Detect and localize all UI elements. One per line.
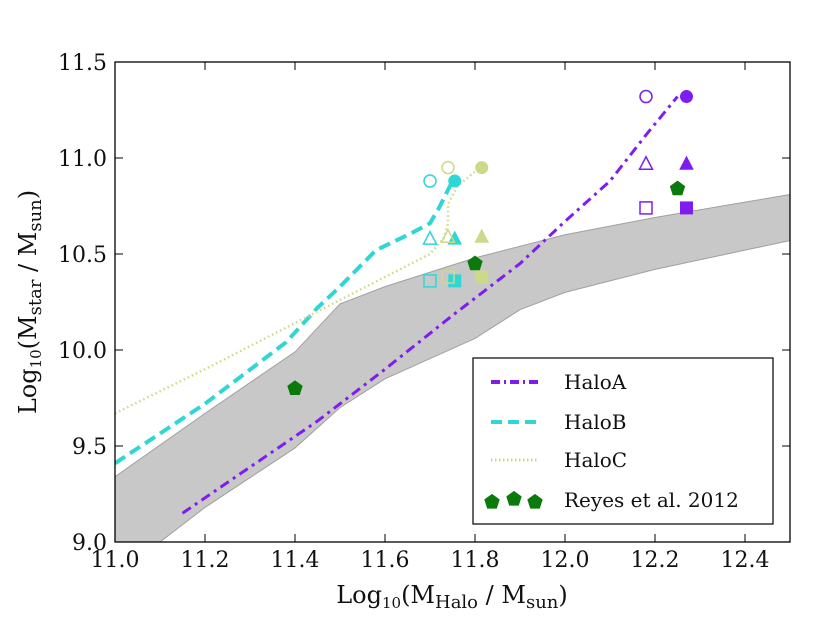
marker-haloa-triangle-open-2	[638, 155, 654, 171]
legend-label-reyes: Reyes et al. 2012	[564, 488, 739, 512]
x-tick-label: 11.8	[451, 548, 500, 573]
x-tick-label: 12.4	[721, 548, 770, 573]
x-tick-label: 11.4	[271, 548, 320, 573]
series-layer	[115, 95, 679, 515]
relation-band	[115, 193, 790, 542]
legend-label-halo-a: HaloA	[564, 370, 627, 394]
series-line-haloa	[181, 95, 679, 515]
marker-haloc-square-open-4	[441, 270, 455, 284]
x-tick-label: 12.2	[631, 548, 680, 573]
x-tick-label: 11.2	[181, 548, 230, 573]
marker-halob-circle-filled-1	[448, 174, 462, 188]
x-axis-label-end: )	[558, 581, 567, 609]
y-axis-label: Log10(Mstar / Msun)	[14, 190, 46, 414]
legend-box	[472, 357, 774, 525]
marker-reyes-et-al-2012-pentagon-filled-1	[467, 255, 483, 271]
plot-frame	[114, 61, 791, 543]
y-tick-label: 9.0	[72, 531, 107, 556]
legend-label-halo-c: HaloC	[564, 448, 627, 472]
y-axis-label-sub3: sun	[25, 199, 46, 232]
x-tick-label: 12.0	[541, 548, 590, 573]
x-tick-label: 11.6	[361, 548, 410, 573]
x-axis-label-sub2: Halo	[435, 592, 478, 613]
y-tick-label: 9.5	[72, 435, 107, 460]
marker-haloc-circle-open-0	[441, 160, 455, 175]
legend: HaloA HaloB HaloC Reyes et al. 2012	[472, 357, 774, 525]
marker-haloc-circle-filled-1	[475, 161, 489, 175]
legend-pentagon-0	[484, 493, 500, 509]
y-axis-label-sub1: 10	[27, 349, 45, 368]
legend-swatch-reyes	[484, 490, 543, 509]
marker-haloc-triangle-open-2	[440, 228, 456, 243]
marker-haloa-square-filled-5	[680, 201, 693, 215]
ticks: 11.0 11.2 11.4 11.6 11.8 12.0 12.2 12.4 9.0 9.5 10…	[58, 51, 790, 573]
y-axis-label-sub2: star	[25, 279, 46, 315]
marker-haloa-triangle-filled-3	[679, 155, 694, 170]
x-axis-label-log: Log	[336, 581, 382, 609]
marker-haloa-circle-filled-1	[680, 90, 693, 104]
marker-layer	[287, 89, 694, 395]
y-tick-label: 10.5	[58, 243, 107, 268]
marker-reyes-et-al-2012-pentagon-filled-0	[287, 380, 303, 395]
marker-halob-circle-open-0	[423, 174, 437, 188]
marker-haloc-square-filled-5	[475, 270, 489, 284]
marker-haloa-square-open-4	[639, 201, 653, 215]
x-axis-label-open: (M	[401, 581, 435, 609]
y-tick-label: 11.5	[58, 51, 107, 76]
marker-haloa-circle-open-0	[639, 89, 653, 104]
y-axis-label-open: (M	[14, 315, 42, 349]
series-line-halob	[115, 180, 455, 465]
legend-pentagon-1	[506, 490, 522, 506]
x-axis-label: Log10(MHalo / Msun)	[336, 581, 568, 613]
x-tick-label: 11.0	[91, 548, 140, 573]
marker-halob-square-open-4	[423, 274, 437, 288]
x-axis-label-sub3: sun	[526, 592, 559, 613]
y-tick-label: 10.0	[58, 339, 107, 364]
x-axis-label-sub1: 10	[382, 594, 401, 612]
x-axis-label-close: / M	[478, 581, 526, 609]
marker-halob-triangle-open-2	[422, 230, 438, 245]
y-axis-label-end: )	[14, 190, 42, 199]
legend-label-halo-b: HaloB	[564, 410, 627, 434]
marker-haloc-triangle-filled-3	[474, 228, 490, 243]
y-axis-label-log: Log	[14, 368, 42, 414]
relation-band-layer	[115, 193, 790, 542]
legend-pentagon-2	[527, 493, 543, 509]
marker-reyes-et-al-2012-pentagon-filled-2	[669, 180, 686, 196]
y-tick-label: 11.0	[58, 147, 107, 172]
y-axis-label-close: / M	[14, 232, 42, 280]
